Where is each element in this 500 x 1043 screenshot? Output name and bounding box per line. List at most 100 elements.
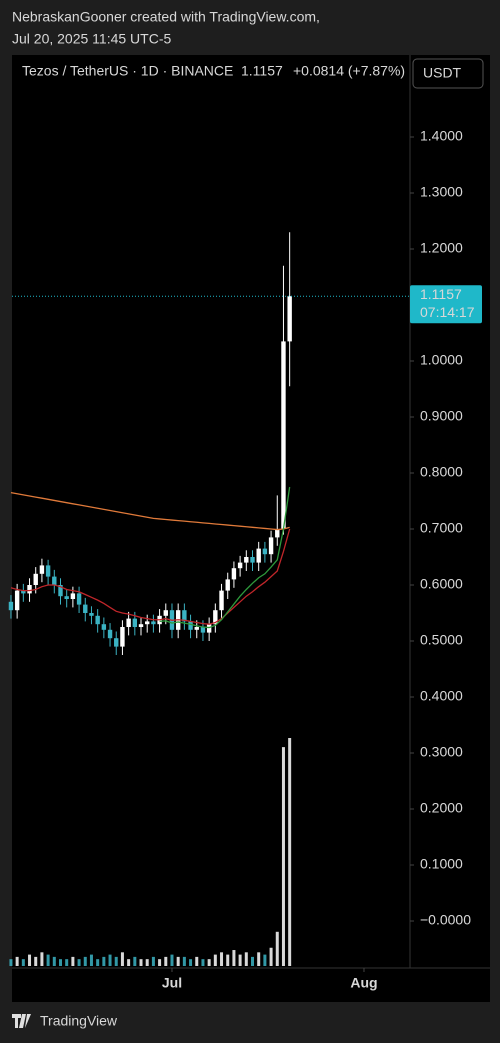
candle-body <box>268 537 274 555</box>
volume-bar <box>58 959 62 966</box>
candle-body <box>58 585 63 597</box>
candle-body <box>256 548 261 563</box>
volume-bar <box>65 959 69 966</box>
volume-bar <box>102 956 106 966</box>
time-axis <box>12 968 490 1002</box>
volume-bar <box>250 956 254 966</box>
currency-box[interactable] <box>412 58 484 89</box>
volume-bar <box>108 954 112 966</box>
candle-body <box>237 562 243 569</box>
y-tick-label: 0.6000 <box>420 576 463 592</box>
candle-body <box>182 610 187 622</box>
candle-body <box>231 568 237 580</box>
candle-body <box>126 618 131 628</box>
header-change: +0.0814 (+7.87%) <box>293 63 405 79</box>
volume-bar <box>257 952 261 966</box>
volume-bar <box>83 956 87 966</box>
candle-body <box>21 590 26 594</box>
candle-body <box>132 618 138 628</box>
volume-bar <box>244 952 248 966</box>
candle-body <box>281 341 286 530</box>
volume-bar <box>226 954 230 966</box>
y-tick-label: 0.7000 <box>420 520 463 536</box>
volume-bar <box>158 959 162 966</box>
volume-bar <box>182 956 186 966</box>
volume-bar <box>189 959 193 966</box>
y-tick-label: 0.5000 <box>420 632 463 648</box>
volume-bar <box>89 954 93 966</box>
candle-body <box>200 627 206 633</box>
volume-bar <box>28 954 32 966</box>
volume-bar <box>269 947 273 966</box>
volume-bar <box>263 954 267 966</box>
y-tick-label: −0.0000 <box>420 912 471 928</box>
volume-bar <box>232 950 236 966</box>
volume-bar <box>176 956 180 966</box>
moving-average <box>10 491 290 531</box>
candle-body <box>194 627 199 630</box>
volume-bar <box>127 959 131 966</box>
candle-body <box>52 576 57 586</box>
last-price-label: 1.1157 <box>420 286 462 302</box>
volume-bar <box>288 738 292 966</box>
candle-body <box>114 638 119 647</box>
candle-body <box>120 627 125 647</box>
y-tick-label: 1.4000 <box>420 128 463 144</box>
candle-body <box>163 610 168 616</box>
volume-bar <box>114 956 118 966</box>
volume-bar <box>281 747 285 966</box>
candle-body <box>138 624 144 628</box>
candle-body <box>33 573 38 586</box>
candle-body <box>8 601 14 611</box>
candle-body <box>250 557 255 563</box>
volume-bar <box>207 959 211 966</box>
volume-bar <box>77 959 81 966</box>
x-tick-label: Jul <box>162 975 182 991</box>
candle-body <box>219 590 224 611</box>
volume-bar <box>201 959 205 966</box>
volume-bar <box>40 952 44 966</box>
volume-bar <box>195 956 199 966</box>
date-line: Jul 20, 2025 11:45 UTC-5 <box>12 31 171 47</box>
price-axis <box>410 55 490 968</box>
y-tick-label: 0.3000 <box>420 744 463 760</box>
moving-average <box>10 528 291 625</box>
volume-bar <box>164 956 168 966</box>
volume-bar <box>170 954 174 966</box>
volume-bar <box>15 956 19 966</box>
volume-bar <box>52 956 56 966</box>
candle-body <box>14 590 20 611</box>
candle-body <box>70 593 76 600</box>
candle-body <box>287 296 292 342</box>
author-line: NebraskanGooner created with TradingView… <box>12 9 320 25</box>
volume-bar <box>9 959 13 966</box>
candle-body <box>275 529 280 538</box>
volume-bar <box>238 954 242 966</box>
candle-body <box>213 610 218 625</box>
candle-body <box>188 621 193 630</box>
volume-bar <box>96 959 100 966</box>
volume-bar <box>275 931 279 966</box>
candle-body <box>64 596 69 600</box>
moving-average <box>159 486 291 629</box>
candle-body <box>206 624 212 633</box>
candle-body <box>27 585 32 594</box>
last-price-box <box>410 285 482 324</box>
candle-body <box>39 565 45 574</box>
volume-bar <box>220 952 224 966</box>
candle-body <box>262 548 268 555</box>
currency[interactable]: USDT <box>423 65 462 81</box>
brand: TradingView <box>40 1013 118 1029</box>
volume-bar <box>120 952 124 966</box>
symbol-title: Tezos / TetherUS · 1D · BINANCE <box>22 63 233 79</box>
logo <box>12 1014 31 1028</box>
y-tick-label: 1.0000 <box>420 352 463 368</box>
y-tick-label: 1.3000 <box>420 184 463 200</box>
candle-body <box>151 621 156 625</box>
volume-bar <box>213 954 217 966</box>
candle-body <box>225 579 230 591</box>
y-tick-label: 0.8000 <box>420 464 463 480</box>
y-tick-label: 0.4000 <box>420 688 463 704</box>
candle-body <box>83 604 88 614</box>
